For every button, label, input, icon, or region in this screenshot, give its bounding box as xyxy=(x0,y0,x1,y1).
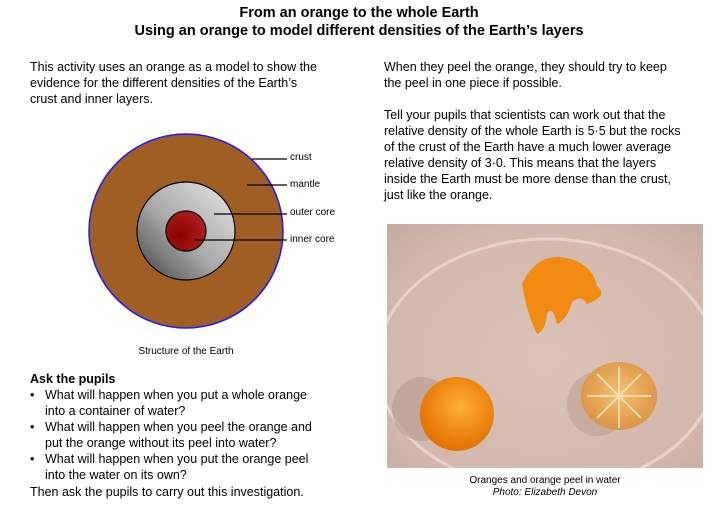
mantle-label: mantle xyxy=(290,179,321,190)
list-item: What will happen when you peel the orang… xyxy=(30,419,312,451)
diagram-caption: Structure of the Earth xyxy=(138,346,234,357)
page-title: From an orange to the whole Earth xyxy=(239,5,479,21)
intro-paragraph: This activity uses an orange as a model … xyxy=(30,60,317,106)
questions-list: What will happen when you put a whole or… xyxy=(30,387,312,483)
oranges-photo xyxy=(387,224,703,468)
list-item: What will happen when you put the orange… xyxy=(30,451,312,483)
whole-orange xyxy=(420,377,494,451)
inner-core-label: inner core xyxy=(290,234,335,245)
ask-pupils-heading: Ask the pupils xyxy=(30,372,116,386)
closing-text: Then ask the pupils to carry out this in… xyxy=(30,485,304,499)
inner-core-layer xyxy=(165,210,207,252)
outer-core-label: outer core xyxy=(290,207,336,218)
crust-label: crust xyxy=(290,152,312,163)
label-leader-lines xyxy=(195,158,287,241)
density-paragraph: Tell your pupils that scientists can wor… xyxy=(384,108,681,202)
peel-paragraph: When they peel the orange, they should t… xyxy=(384,60,667,90)
page-subtitle: Using an orange to model different densi… xyxy=(134,23,584,39)
photo-caption: Oranges and orange peel in water xyxy=(469,475,621,486)
list-item: What will happen when you put a whole or… xyxy=(30,387,312,419)
photo-credit: Photo: Elizabeth Devon xyxy=(492,487,598,498)
orange-peel xyxy=(522,257,602,334)
